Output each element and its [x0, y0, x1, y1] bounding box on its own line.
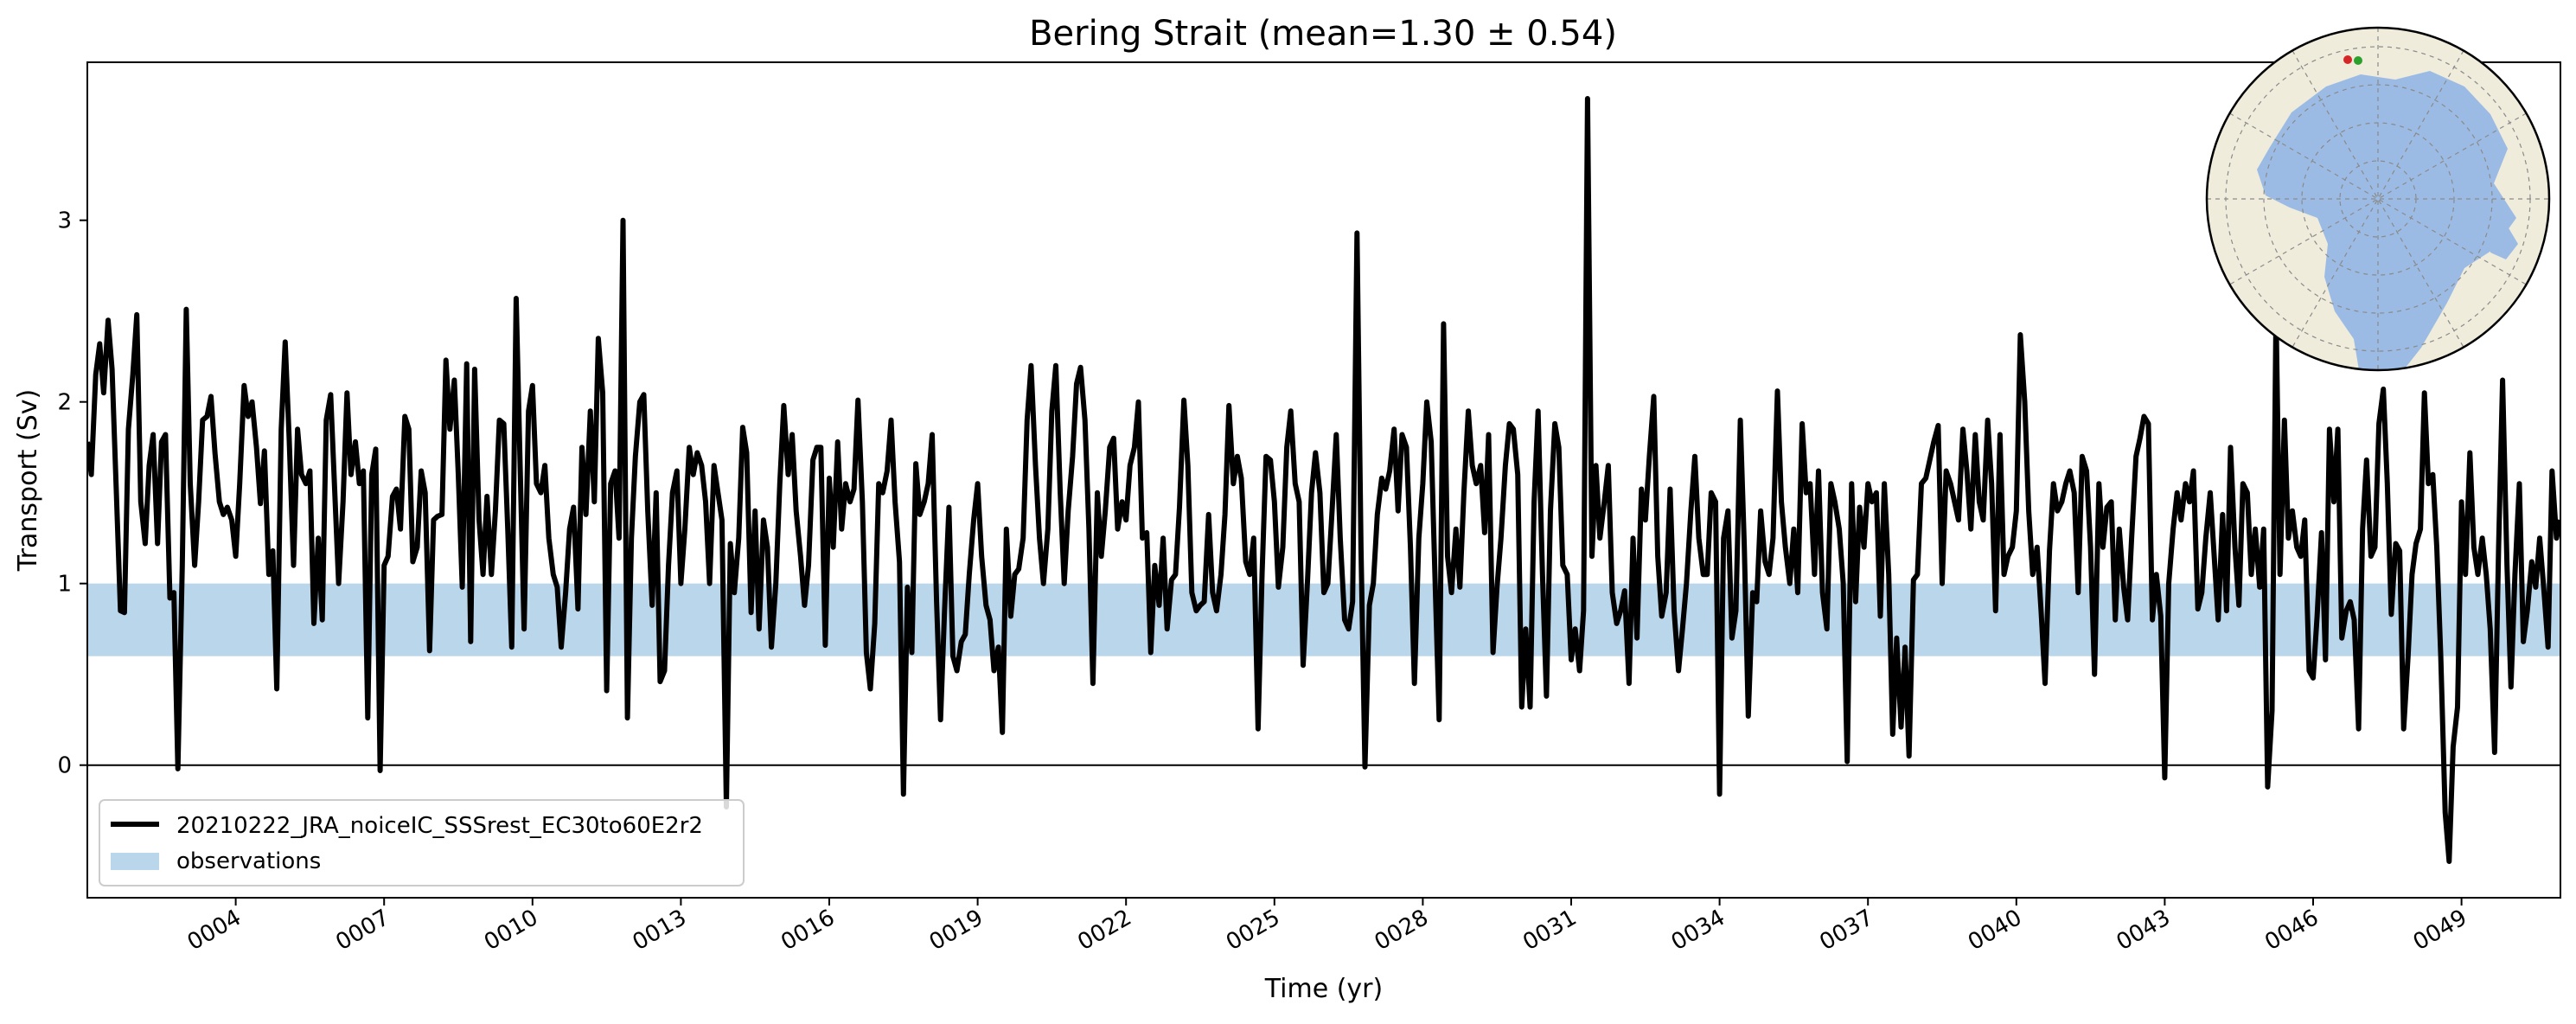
- x-tick-label: 0046: [2260, 905, 2323, 956]
- series-line-0: [87, 96, 2560, 864]
- x-tick-label: 0016: [777, 905, 839, 956]
- x-tick-label: 0043: [2113, 905, 2175, 956]
- chart-title: Bering Strait (mean=1.30 ± 0.54): [1029, 14, 1617, 54]
- map-graticule: [2207, 28, 2549, 370]
- y-axis-label: Transport (Sv): [13, 389, 43, 573]
- x-axis: 0004 0007 0010 0013 0016 0019 0022 0025 0028 0031…: [183, 898, 2471, 956]
- x-axis-label: Time (yr): [1264, 974, 1383, 1004]
- marker-green-dot: [2354, 56, 2362, 65]
- x-tick-label: 0040: [1964, 905, 2026, 956]
- y-axis: 0 1 2 3: [57, 208, 87, 779]
- marker-red-dot: [2343, 55, 2352, 64]
- x-tick-label: 0028: [1371, 905, 1433, 956]
- x-tick-label: 0049: [2409, 905, 2471, 956]
- x-tick-label: 0019: [925, 905, 988, 956]
- plot-frame: [86, 61, 2561, 899]
- y-tick-label: 2: [57, 390, 72, 416]
- x-tick-label: 0022: [1073, 905, 1135, 956]
- legend-box: [99, 799, 745, 886]
- legend-swatch-observations: [111, 853, 159, 870]
- map-meridian-line: [2229, 112, 2527, 285]
- map-land-greenland: [2248, 213, 2326, 299]
- legend-label-series: 20210222_JRA_noiceIC_SSSrest_EC30to60E2r…: [176, 813, 703, 839]
- x-tick-label: 0031: [1518, 905, 1581, 956]
- inset-map: [2205, 26, 2551, 372]
- map-ocean-hudson-bay: [2490, 227, 2518, 259]
- y-tick-label: 0: [57, 753, 72, 779]
- legend: 20210222_JRA_noiceIC_SSSrest_EC30to60E2r…: [99, 799, 745, 886]
- x-tick-label: 0034: [1667, 905, 1729, 956]
- map-meridian-line: [2229, 112, 2527, 285]
- x-tick-label: 0007: [331, 905, 393, 956]
- y-tick-label: 3: [57, 208, 72, 234]
- x-tick-label: 0025: [1222, 905, 1284, 956]
- x-tick-label: 0013: [629, 905, 691, 956]
- map-frame: [2205, 26, 2551, 372]
- observations-band: [87, 583, 2560, 656]
- observations-layer: [87, 583, 2560, 656]
- legend-label-observations: observations: [176, 848, 321, 874]
- x-tick-label: 0010: [480, 905, 542, 956]
- x-tick-label: 0037: [1815, 905, 1877, 956]
- series-layer: [87, 96, 2560, 864]
- x-tick-label: 0004: [183, 905, 246, 956]
- y-tick-label: 1: [57, 572, 72, 598]
